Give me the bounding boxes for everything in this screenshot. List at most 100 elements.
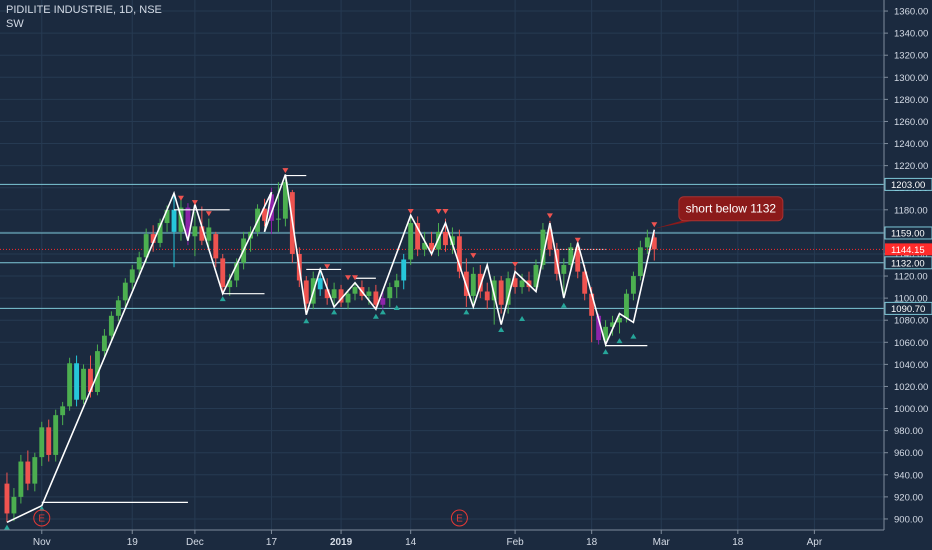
annotation-box (678, 196, 784, 222)
candle-body (624, 293, 629, 318)
time-tick-label: Mar (653, 537, 671, 548)
price-axis-panel (884, 0, 932, 550)
candle-body (171, 209, 177, 232)
swing-high-marker (351, 275, 358, 281)
candle-body (617, 318, 622, 323)
swing-low-marker (3, 524, 10, 530)
candle-body (220, 258, 226, 288)
price-tick-label: 920.00 (894, 492, 923, 503)
candle-body (401, 259, 407, 281)
swing-low-marker (303, 318, 310, 324)
candle-body (136, 257, 142, 270)
candle-body (575, 247, 581, 272)
level-label: 1159.00 (891, 228, 925, 239)
swing-high-marker (191, 200, 198, 206)
candle-body (303, 280, 309, 304)
level-label: 1132.00 (891, 258, 925, 269)
candle-body (185, 207, 191, 237)
time-tick-label: Nov (33, 537, 51, 548)
price-tick-label: 1040.00 (894, 360, 928, 371)
candle-body (88, 368, 93, 392)
time-tick-label: 18 (586, 537, 598, 548)
swing-high-marker (442, 209, 449, 214)
candle-body (81, 368, 86, 400)
candle-body (143, 234, 149, 258)
candle-body (596, 315, 602, 341)
swing-high-marker (574, 237, 581, 243)
level-label-box (884, 301, 932, 315)
candle-body (373, 291, 379, 305)
earnings-marker-label: E (456, 514, 463, 525)
candle-body (234, 262, 240, 281)
candle-body (345, 293, 351, 303)
candle-body (4, 483, 10, 514)
swing-high-marker (435, 209, 442, 214)
time-tick-label: 19 (127, 537, 139, 548)
price-tick-label: 1260.00 (894, 117, 928, 128)
swing-low-marker (372, 313, 379, 319)
last-price-label: 1144.15 (891, 245, 925, 256)
swing-high-marker (177, 195, 184, 201)
swing-high-marker (324, 264, 331, 270)
candle-body (568, 247, 574, 265)
candle-body (512, 278, 518, 288)
swing-high-marker (407, 209, 414, 214)
candle-body (101, 335, 107, 352)
candle-body (108, 315, 114, 336)
swing-low-marker (519, 316, 526, 321)
candle-body (519, 280, 525, 288)
price-tick-label: 1080.00 (894, 316, 928, 327)
candle-body (18, 461, 24, 497)
price-tick-label: 1020.00 (894, 382, 928, 393)
swing-high-marker (282, 168, 289, 174)
candle-body (547, 229, 553, 250)
time-axis-panel (0, 530, 932, 550)
candle-body (498, 280, 504, 305)
candle-body (450, 236, 455, 246)
price-tick-label: 1000.00 (894, 404, 928, 415)
candle-body (67, 363, 73, 407)
candle-body (470, 273, 476, 296)
candle-body (227, 280, 233, 288)
price-tick-label: 1220.00 (894, 161, 928, 172)
swing-low-marker (379, 309, 386, 315)
swing-low-marker (393, 304, 400, 310)
candle-body (60, 406, 66, 416)
candle-body (540, 229, 546, 265)
candle-body (533, 265, 539, 288)
price-tick-label: 1340.00 (894, 29, 928, 40)
swing-high-marker (512, 262, 519, 267)
candle-body (394, 280, 400, 288)
price-tick-label: 1180.00 (894, 205, 928, 216)
candle-body (422, 242, 428, 250)
candle-body (150, 234, 156, 243)
swing-high-marker (205, 211, 212, 217)
swing-low-marker (602, 349, 609, 355)
price-tick-label: 1240.00 (894, 139, 928, 150)
price-tick-label: 960.00 (894, 448, 923, 459)
time-tick-label: Dec (186, 537, 204, 548)
candle-body (366, 291, 372, 296)
candle-body (589, 293, 595, 316)
annotation-pointer (654, 218, 703, 229)
candle-body (39, 427, 45, 458)
candle-body (637, 247, 643, 277)
swing-low-marker (498, 327, 505, 333)
level-label-box (884, 256, 932, 270)
level-label-box (884, 177, 932, 191)
swing-low-marker (616, 338, 623, 344)
candle-body (630, 276, 636, 294)
candle-body (25, 461, 31, 484)
price-tick-label: 1320.00 (894, 51, 928, 62)
candle-body (192, 226, 198, 237)
price-tick-label: 1300.00 (894, 73, 928, 84)
candle-body (11, 496, 17, 514)
price-tick-label: 1360.00 (894, 7, 928, 18)
earnings-marker-label: E (38, 514, 45, 525)
candle-body (380, 298, 386, 305)
candle-body (157, 223, 163, 243)
price-tick-label: 1120.00 (894, 272, 928, 283)
price-tick-label: 1100.00 (894, 294, 928, 305)
